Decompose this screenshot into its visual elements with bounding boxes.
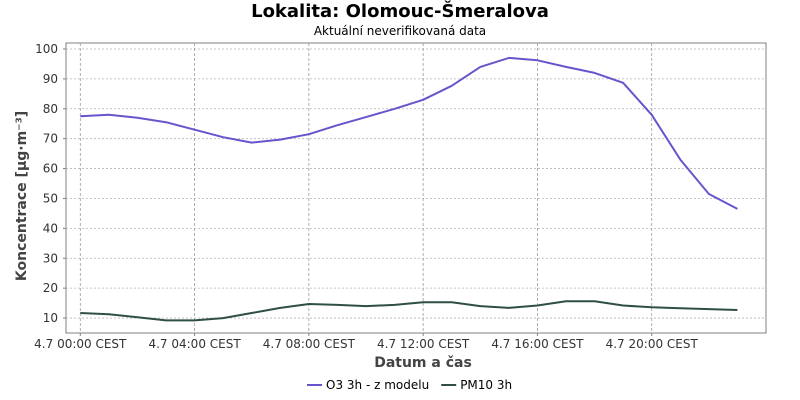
y-tick-label: 100 [35,42,58,56]
x-tick-label: 4.7 04:00 CEST [148,337,241,351]
y-tick-label: 30 [43,251,58,265]
y-tick-label: 50 [43,191,58,205]
x-tick-label: 4.7 12:00 CEST [377,337,470,351]
y-tick-label: 60 [43,162,58,176]
legend-label: O3 3h - z modelu [326,378,429,392]
plot-area [65,42,767,334]
x-tick-label: 4.7 20:00 CEST [606,337,699,351]
y-tick-label: 90 [43,72,58,86]
y-tick-label: 40 [43,221,58,235]
y-tick-label: 70 [43,132,58,146]
y-tick-label: 20 [43,281,58,295]
series-line [80,56,738,210]
y-axis-label: Koncentrace [µg·m⁻³] [14,111,30,281]
x-axis-label: Datum a čas [374,355,472,371]
y-tick-label: 10 [43,311,58,325]
series-lines [80,56,738,322]
axis-ticks: 10 20 30 40 50 60 70 80 90 100 4.7 00:00 CEST 4.7 0… [34,42,698,351]
chart-subtitle: Aktuální neverifikovaná data [314,24,486,38]
series-line [80,300,738,322]
legend-label: PM10 3h [460,378,512,392]
chart-title: Lokalita: Olomouc-Šmeralova [251,0,549,22]
x-tick-label: 4.7 00:00 CEST [34,337,127,351]
x-tick-label: 4.7 08:00 CEST [263,337,356,351]
x-tick-label: 4.7 16:00 CEST [491,337,584,351]
legend: O3 3h - z modelu PM10 3h [307,378,512,392]
y-tick-label: 80 [43,102,58,116]
grid [66,43,766,333]
